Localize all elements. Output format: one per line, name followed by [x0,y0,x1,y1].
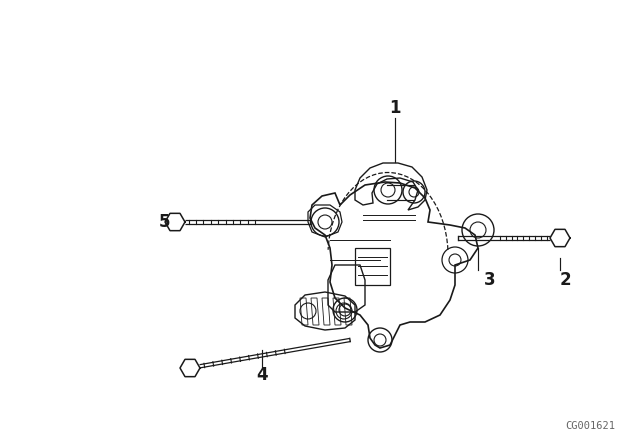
Text: 3: 3 [484,271,496,289]
Text: 2: 2 [559,271,571,289]
Text: 5: 5 [159,213,171,231]
Text: 1: 1 [389,99,401,117]
Text: CG001621: CG001621 [565,421,615,431]
Text: 4: 4 [256,366,268,384]
